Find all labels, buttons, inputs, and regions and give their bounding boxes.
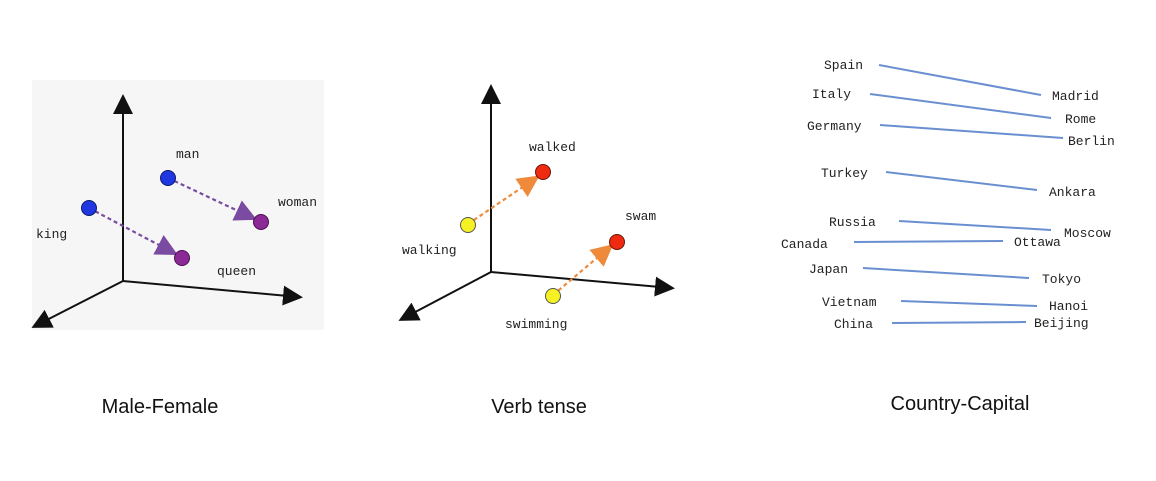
- king-to-queen-arrow: [88, 207, 178, 256]
- caption-verb-tense: Verb tense: [491, 396, 587, 418]
- capital-rome: Rome: [1065, 112, 1096, 127]
- verb-tense-diagram: walked walking swam swimming: [398, 84, 675, 332]
- verb-tense-panel: walked walking swam swimming Verb tense: [380, 0, 740, 481]
- capital-moscow: Moscow: [1064, 226, 1111, 241]
- country-vietnam: Vietnam: [822, 295, 877, 310]
- line-china-beijing: [891, 321, 1027, 324]
- capital-berlin: Berlin: [1068, 134, 1115, 149]
- country-turkey: Turkey: [821, 166, 868, 181]
- line-russia-moscow: [898, 220, 1052, 231]
- walking-point: [460, 217, 476, 233]
- man-point: [160, 170, 176, 186]
- line-japan-tokyo: [862, 267, 1030, 279]
- country-germany: Germany: [807, 119, 862, 134]
- walking-to-walked-arrow: [467, 175, 540, 225]
- label-queen: queen: [217, 264, 256, 279]
- label-king: king: [36, 227, 67, 242]
- line-germany-berlin: [879, 124, 1064, 139]
- label-man: man: [176, 147, 199, 162]
- line-vietnam-hanoi: [900, 300, 1038, 307]
- man-to-woman-arrow: [167, 177, 257, 221]
- x-axis: [122, 280, 303, 306]
- woman-point: [253, 214, 269, 230]
- capital-madrid: Madrid: [1052, 89, 1099, 104]
- king-point: [81, 200, 97, 216]
- x-axis: [490, 271, 675, 297]
- line-spain-madrid: [878, 64, 1042, 96]
- walked-point: [535, 164, 551, 180]
- label-swam: swam: [625, 209, 656, 224]
- label-walking: walking: [402, 243, 457, 258]
- capital-hanoi: Hanoi: [1049, 299, 1088, 314]
- swimming-point: [545, 288, 561, 304]
- country-russia: Russia: [829, 215, 876, 230]
- country-china: China: [834, 317, 873, 332]
- country-italy: Italy: [812, 87, 851, 102]
- line-italy-rome: [869, 93, 1052, 119]
- country-capital-diagram: Spain Italy Germany Turkey Russia Canada…: [781, 58, 1115, 332]
- y-axis: [31, 280, 124, 328]
- capital-ottawa: Ottawa: [1014, 235, 1061, 250]
- capital-beijing: Beijing: [1034, 316, 1089, 331]
- capital-ankara: Ankara: [1049, 185, 1096, 200]
- label-swimming: swimming: [505, 317, 567, 332]
- line-turkey-ankara: [885, 171, 1038, 191]
- country-canada: Canada: [781, 237, 828, 252]
- country-japan: Japan: [809, 262, 848, 277]
- label-woman: woman: [278, 195, 317, 210]
- swimming-to-swam-arrow: [552, 244, 614, 296]
- caption-male-female: Male-Female: [101, 396, 219, 418]
- label-walked: walked: [529, 140, 576, 155]
- swam-point: [609, 234, 625, 250]
- y-axis: [398, 271, 492, 321]
- caption-country-capital: Country-Capital: [890, 393, 1030, 415]
- male-female-diagram: man woman king queen: [31, 80, 324, 330]
- country-capital-panel: Spain Italy Germany Turkey Russia Canada…: [740, 0, 1156, 481]
- male-female-panel: man woman king queen Male-Female: [0, 0, 380, 481]
- plot-background: [32, 80, 324, 330]
- queen-point: [174, 250, 190, 266]
- country-spain: Spain: [824, 58, 863, 73]
- capital-tokyo: Tokyo: [1042, 272, 1081, 287]
- line-canada-ottawa: [853, 240, 1004, 243]
